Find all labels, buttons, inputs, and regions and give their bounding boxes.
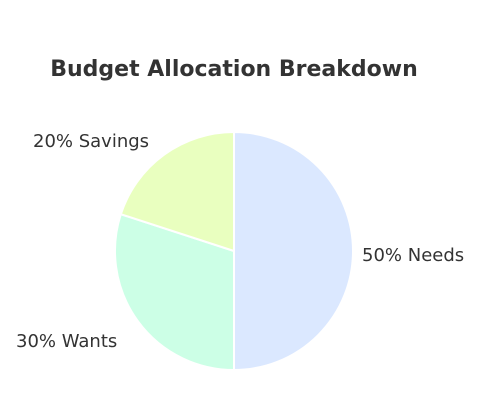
slice-label-wants: 30% Wants	[16, 331, 117, 352]
chart-title: Budget Allocation Breakdown	[50, 57, 418, 82]
slice-label-needs: 50% Needs	[362, 245, 464, 266]
pie-slice-wants	[114, 212, 235, 372]
pie-slice-needs	[233, 130, 354, 372]
pie-slices	[114, 130, 354, 372]
slice-label-savings: 20% Savings	[33, 131, 149, 152]
pie-slice-savings	[119, 130, 235, 253]
slice-labels: 50% Needs 30% Wants 20% Savings	[16, 131, 464, 352]
